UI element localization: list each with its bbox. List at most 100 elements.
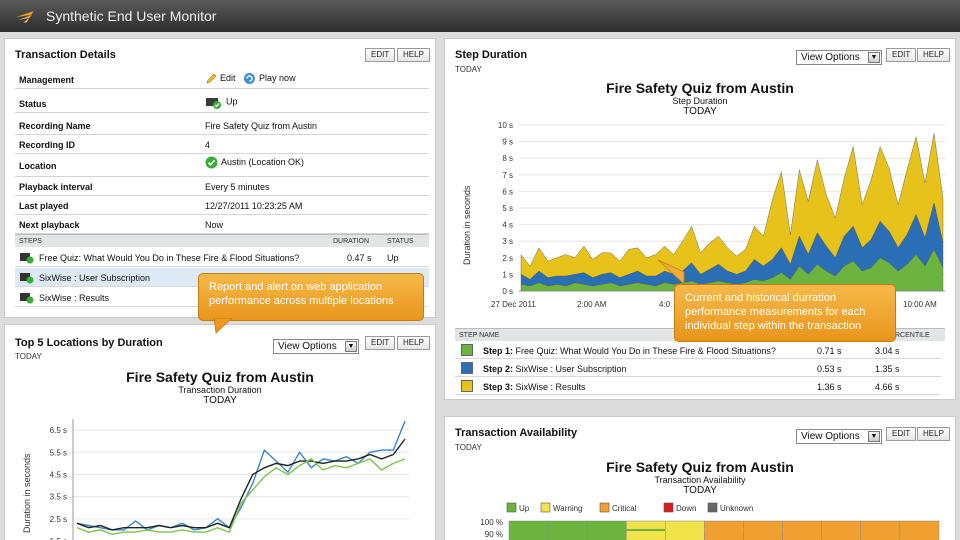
legend-swatch xyxy=(663,502,674,513)
chevron-down-icon: ▼ xyxy=(345,341,357,352)
view-options-select[interactable]: View Options ▼ xyxy=(273,339,359,354)
steps-grid-header: STEPS DURATION STATUS xyxy=(15,234,429,247)
y-tick-label: 1 s xyxy=(502,270,513,279)
series-line-green xyxy=(76,458,406,536)
play-now-link[interactable]: Play now xyxy=(243,73,296,84)
series-swatch xyxy=(461,344,473,356)
detail-value: 4 xyxy=(205,140,211,150)
detail-row-status: Status Up xyxy=(15,94,429,113)
edit-button[interactable]: EDIT xyxy=(365,336,396,350)
chart-subtitle: Transaction Availability xyxy=(654,475,746,485)
y-tick-label: 6.5 s xyxy=(50,426,67,435)
detail-label: Last played xyxy=(19,201,69,211)
col-step-name[interactable]: STEP NAME xyxy=(459,332,500,339)
legend-label: Up xyxy=(519,504,530,513)
detail-row-management: Management Edit Play now xyxy=(15,70,429,89)
callout-right-pointer-icon xyxy=(657,259,685,285)
detail-label: Next playback xyxy=(19,220,80,230)
x-tick-label: 2:00 AM xyxy=(577,300,607,309)
edit-link[interactable]: Edit xyxy=(205,73,238,83)
pencil-icon xyxy=(206,73,217,83)
x-tick-label: 4:0 xyxy=(659,300,671,309)
y-tick-label: 2 s xyxy=(502,254,513,263)
chevron-down-icon: ▼ xyxy=(868,52,880,63)
step-legend-row[interactable]: Step 3: SixWise : Results 1.36 s 4.66 s xyxy=(455,378,941,395)
detail-label: Playback interval xyxy=(19,182,93,192)
management-actions: Edit Play now xyxy=(205,72,296,85)
step-legend-row[interactable]: Step 1: Free Quiz: What Would You Do in … xyxy=(455,342,941,359)
x-tick-label: 10:00 AM xyxy=(903,300,937,309)
step-label-text: Step 1: Free Quiz: What Would You Do in … xyxy=(483,346,776,356)
step-label: Step 3: xyxy=(483,382,514,392)
step-avg: 0.71 s xyxy=(817,346,842,356)
edit-button[interactable]: EDIT xyxy=(886,427,917,441)
chevron-down-icon: ▼ xyxy=(868,431,880,442)
y-tick-label: 3.5 s xyxy=(50,493,67,502)
y-tick-label: 0 s xyxy=(502,287,513,296)
y-tick-label: 7 s xyxy=(502,171,513,180)
detail-row-playback-interval: Playback interval Every 5 minutes xyxy=(15,177,429,196)
availability-bar-segment xyxy=(587,529,627,531)
chart-title: Fire Safety Quiz from Austin xyxy=(606,459,794,475)
panel-period: TODAY xyxy=(455,65,482,74)
edit-button[interactable]: EDIT xyxy=(886,48,917,62)
chart-title: Fire Safety Quiz from Austin xyxy=(126,369,314,385)
detail-label: Location xyxy=(19,161,57,171)
detail-row-recording-id: Recording ID 4 xyxy=(15,135,429,154)
view-options-select[interactable]: View Options ▼ xyxy=(796,429,882,444)
step-name: Free Quiz: What Would You Do in These Fi… xyxy=(515,346,776,356)
col-steps[interactable]: STEPS xyxy=(19,238,42,245)
step-pct: 4.66 s xyxy=(875,382,900,392)
help-button[interactable]: HELP xyxy=(397,336,430,350)
step-name: SixWise : User Subscription xyxy=(39,273,151,283)
col-percentile[interactable]: RCENTILE xyxy=(895,332,930,339)
edit-button[interactable]: EDIT xyxy=(365,48,396,62)
help-button[interactable]: HELP xyxy=(397,48,430,62)
top5-duration-chart: 6.5 s 5.5 s 4.5 s 3.5 s 2.5 s 1.5 s Duration i… xyxy=(22,419,409,540)
refresh-icon xyxy=(244,73,256,84)
legend-label: Unknown xyxy=(720,504,753,513)
step-pct: 3.04 s xyxy=(875,346,900,356)
app-title: Synthetic End User Monitor xyxy=(46,8,217,24)
step-name: SixWise : User Subscription xyxy=(515,364,627,374)
series-swatch xyxy=(461,362,473,374)
step-label: Step 2: xyxy=(483,364,514,374)
y-tick-label: 4 s xyxy=(502,221,513,230)
location-value: Austin (Location OK) xyxy=(221,156,305,167)
y-tick-label: 8 s xyxy=(502,154,513,163)
server-step-icon xyxy=(20,253,34,264)
detail-value: Austin (Location OK) xyxy=(205,156,304,169)
y-tick-label: 5 s xyxy=(502,204,513,213)
view-options-label: View Options xyxy=(278,341,337,352)
availability-chart: Up Warning Critical Down Unknown 100 % 90 % xyxy=(480,502,940,540)
step-legend-row[interactable]: Step 2: SixWise : User Subscription 0.53… xyxy=(455,360,941,377)
detail-value: Up xyxy=(205,95,238,109)
series-line-blue xyxy=(76,420,406,531)
help-button[interactable]: HELP xyxy=(917,427,950,441)
panel-period: TODAY xyxy=(455,443,482,452)
chart-period: TODAY xyxy=(683,485,717,496)
view-options-label: View Options xyxy=(801,431,860,442)
series-swatch xyxy=(461,380,473,392)
solarwinds-logo-icon xyxy=(16,11,34,23)
help-button[interactable]: HELP xyxy=(917,48,950,62)
chart-subtitle: Step Duration xyxy=(672,96,728,106)
legend-swatch xyxy=(599,502,610,513)
y-tick-label: 100 % xyxy=(480,518,503,527)
legend-swatch xyxy=(540,502,551,513)
panel-title: Step Duration xyxy=(455,49,528,61)
transaction-availability-panel: Transaction Availability TODAY View Opti… xyxy=(444,416,956,540)
availability-bar-segment xyxy=(743,529,783,531)
view-options-select[interactable]: View Options ▼ xyxy=(796,50,882,65)
step-label-text: Step 3: SixWise : Results xyxy=(483,382,586,392)
panel-title: Transaction Details xyxy=(15,49,116,61)
detail-value: Every 5 minutes xyxy=(205,182,270,192)
callout-text: Current and historical durration perform… xyxy=(685,292,866,332)
col-status[interactable]: STATUS xyxy=(387,238,414,245)
step-status: Up xyxy=(387,253,399,263)
detail-label: Recording Name xyxy=(19,121,91,131)
col-duration[interactable]: DURATION xyxy=(333,238,370,245)
chart-period: TODAY xyxy=(683,106,717,117)
detail-row-recording-name: Recording Name Fire Safety Quiz from Aus… xyxy=(15,116,429,135)
step-row[interactable]: Free Quiz: What Would You Do in These Fi… xyxy=(15,248,429,267)
